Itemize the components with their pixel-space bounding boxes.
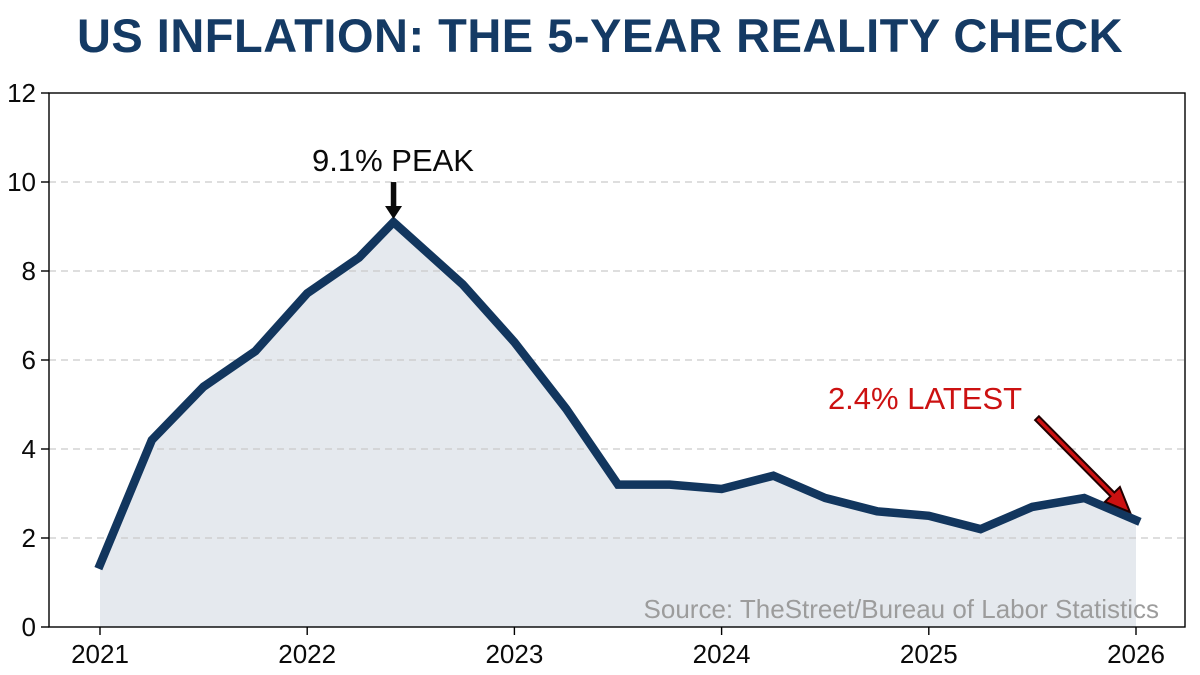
x-tick-label: 2024	[693, 639, 751, 669]
y-tick-label: 8	[22, 256, 36, 286]
y-tick-label: 6	[22, 345, 36, 375]
x-tick-label: 2023	[485, 639, 543, 669]
x-axis: 2021 2022 2023 2024 2025 2026	[71, 627, 1165, 669]
y-axis: 0 2 4 6 8 10 12	[7, 78, 49, 642]
area-fill	[100, 222, 1136, 627]
chart-title: US INFLATION: THE 5-YEAR REALITY CHECK	[76, 9, 1124, 62]
latest-annotation-label: 2.4% LATEST	[827, 381, 1023, 416]
x-tick-label: 2026	[1107, 639, 1165, 669]
x-tick-label: 2025	[900, 639, 958, 669]
y-tick-label: 4	[22, 434, 36, 464]
inflation-line	[94, 216, 1142, 571]
y-tick-label: 2	[22, 523, 36, 553]
x-tick-label: 2021	[71, 639, 129, 669]
peak-arrow-icon	[385, 182, 403, 220]
peak-annotation-label: 9.1% PEAK	[312, 143, 474, 178]
y-tick-label: 10	[7, 167, 36, 197]
latest-arrow-icon	[1033, 414, 1132, 515]
gridlines	[49, 181, 1185, 539]
y-tick-label: 12	[7, 78, 36, 108]
y-tick-label: 0	[22, 612, 36, 642]
source-credit: Source: TheStreet/Bureau of Labor Statis…	[643, 594, 1159, 624]
x-tick-label: 2022	[278, 639, 336, 669]
